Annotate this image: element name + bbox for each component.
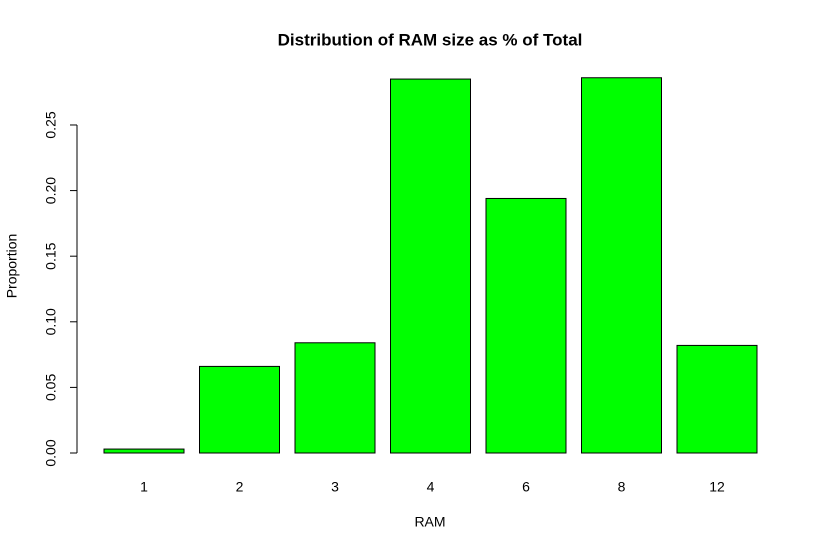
y-tick-label: 0.25 <box>43 111 59 138</box>
bar <box>199 365 280 454</box>
y-tick-label: 0.15 <box>43 242 59 269</box>
x-tick-label: 2 <box>236 479 244 495</box>
y-tick-label: 0.00 <box>43 439 59 466</box>
y-axis-label: Proportion <box>4 234 20 299</box>
x-axis-label: RAM <box>414 514 445 530</box>
x-tick-label: 12 <box>709 479 725 495</box>
bar <box>485 197 567 454</box>
bar <box>390 78 471 454</box>
bar <box>676 344 758 454</box>
y-tick-label: 0.05 <box>43 374 59 401</box>
y-tick-label: 0.20 <box>43 177 59 204</box>
chart-title: Distribution of RAM size as % of Total <box>278 30 583 49</box>
bar <box>103 448 185 454</box>
x-tick-label: 1 <box>140 479 148 495</box>
x-tick-label: 6 <box>522 479 530 495</box>
bar <box>294 342 376 454</box>
y-tick-label: 0.10 <box>43 308 59 335</box>
x-tick-label: 8 <box>618 479 626 495</box>
x-tick-label: 4 <box>427 479 435 495</box>
x-tick-label: 3 <box>331 479 339 495</box>
bar <box>581 77 662 454</box>
